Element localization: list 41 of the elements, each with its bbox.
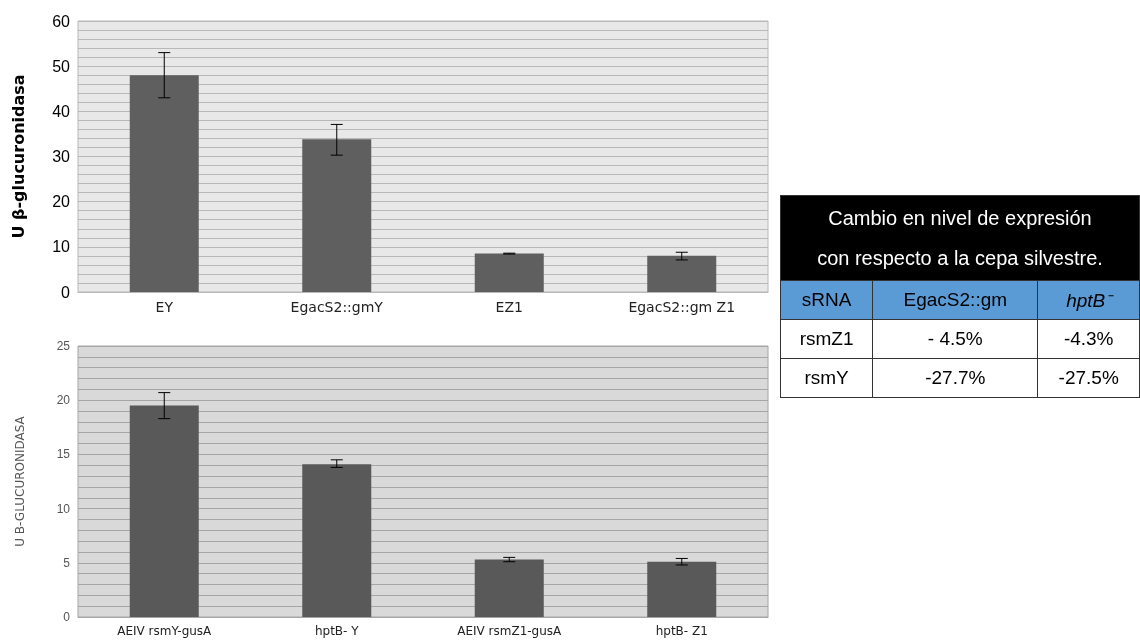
y-axis-title: U B-GLUCURONIDASA (13, 415, 27, 547)
text: EgacS2::gm (872, 280, 1038, 320)
x-tick-label: AEIV rsmZ1-gusA (457, 624, 563, 638)
text: -27.7% (872, 358, 1038, 398)
bar (647, 561, 717, 617)
bar (302, 464, 372, 617)
bar (474, 253, 544, 292)
bar (647, 255, 717, 292)
text: Cambio en nivel de expresión con respecto a la cepa silvestre. (780, 195, 1140, 281)
text: hptB⁻ (1037, 280, 1140, 320)
y-tick-label: 50 (52, 57, 71, 75)
text: - 4.5% (872, 319, 1038, 359)
bar (474, 559, 544, 617)
text: -4.3% (1037, 319, 1140, 359)
bar (129, 405, 199, 617)
text: -27.5% (1037, 358, 1140, 398)
y-axis-title: U β-glucuronidasa (8, 74, 28, 239)
y-tick-label: 25 (56, 339, 71, 353)
bar (302, 139, 372, 292)
bar (129, 75, 199, 292)
text: sRNA (780, 280, 873, 320)
x-tick-label: hptB- Z1 (655, 624, 708, 638)
y-tick-label: 0 (63, 610, 71, 624)
x-tick-label: AEIV rsmY-gusA (117, 624, 213, 638)
text: rsmY (780, 358, 873, 398)
x-tick-label: EZ1 (495, 299, 523, 315)
y-tick-label: 5 (63, 555, 71, 570)
text: rsmZ1 (780, 319, 873, 359)
x-tick-label: hptB- Y (314, 624, 360, 638)
y-tick-label: 20 (52, 193, 71, 211)
y-tick-label: 15 (56, 447, 71, 462)
y-tick-label: 60 (52, 12, 71, 30)
x-tick-label: EgacS2::gmY (290, 299, 384, 315)
y-tick-label: 40 (52, 102, 71, 120)
y-tick-label: 10 (52, 238, 71, 256)
y-tick-label: 30 (52, 148, 71, 165)
x-tick-label: EY (155, 299, 174, 315)
y-tick-label: 20 (56, 393, 71, 408)
x-tick-label: EgacS2::gm Z1 (628, 299, 736, 315)
y-tick-label: 0 (61, 283, 71, 301)
y-tick-label: 10 (56, 501, 71, 516)
